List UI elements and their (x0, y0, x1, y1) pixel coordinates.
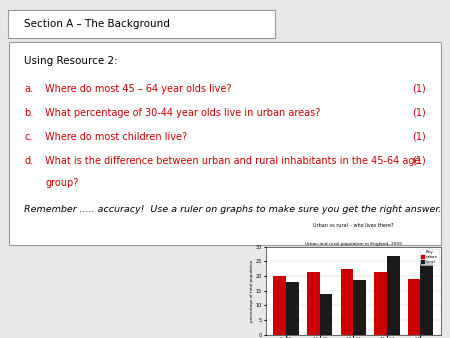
Text: group?: group? (45, 177, 79, 188)
Text: b.: b. (24, 108, 33, 118)
Text: (1): (1) (412, 84, 426, 94)
Text: Where do most 45 – 64 year olds live?: Where do most 45 – 64 year olds live? (45, 84, 232, 94)
Bar (320, 294, 333, 335)
Text: Using Resource 2:: Using Resource 2: (24, 56, 118, 66)
Text: (1): (1) (412, 155, 426, 166)
Legend: urban, rural: urban, rural (420, 249, 439, 265)
Text: c.: c. (24, 132, 32, 142)
Bar (307, 272, 320, 335)
Text: d.: d. (24, 155, 33, 166)
Text: Section A – The Background: Section A – The Background (24, 19, 170, 29)
Text: Remember ..... accuracy!  Use a ruler on graphs to make sure you get the right a: Remember ..... accuracy! Use a ruler on … (24, 206, 441, 215)
Y-axis label: percentage of total population: percentage of total population (250, 260, 254, 322)
Bar (286, 282, 299, 335)
Bar (387, 256, 400, 335)
Text: Urban vs rural – who lives there?: Urban vs rural – who lives there? (313, 223, 393, 228)
Text: (1): (1) (412, 132, 426, 142)
Text: What percentage of 30-44 year olds live in urban areas?: What percentage of 30-44 year olds live … (45, 108, 320, 118)
Bar (341, 269, 353, 335)
Bar (420, 263, 433, 335)
Text: Where do most children live?: Where do most children live? (45, 132, 187, 142)
Bar (374, 272, 387, 335)
Title: Urban and rural population in England, 2009: Urban and rural population in England, 2… (305, 242, 402, 246)
Text: a.: a. (24, 84, 33, 94)
Text: (1): (1) (412, 108, 426, 118)
Text: What is the difference between urban and rural inhabitants in the 45-64 age: What is the difference between urban and… (45, 155, 421, 166)
FancyBboxPatch shape (9, 42, 441, 245)
Bar (408, 279, 420, 335)
Bar (353, 281, 366, 335)
FancyBboxPatch shape (9, 9, 275, 38)
Bar (274, 276, 286, 335)
